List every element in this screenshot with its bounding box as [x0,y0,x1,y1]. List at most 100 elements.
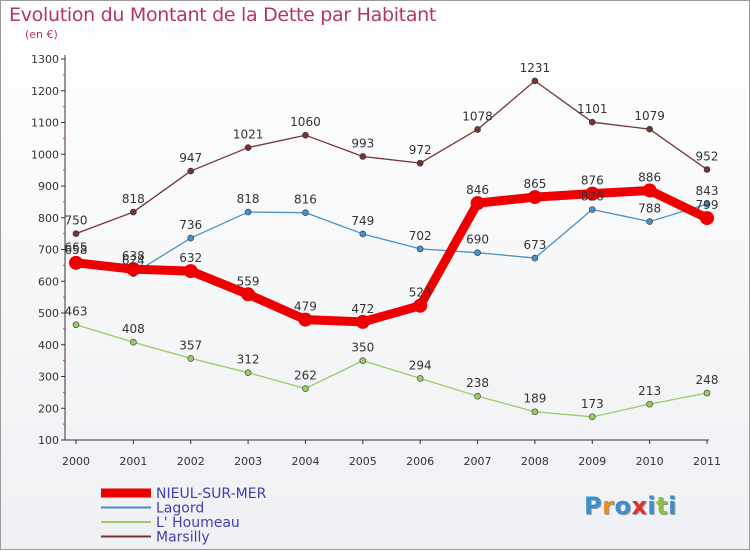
data-point [588,206,596,213]
logo-letter: o [614,492,632,520]
legend-label: Lagord [156,501,204,517]
y-tick-label: 400 [38,339,59,352]
data-point [588,118,596,126]
data-point [646,400,653,408]
data-label: 559 [237,274,260,288]
data-label: 1078 [462,109,493,123]
data-point [302,385,309,392]
data-label: 294 [409,358,432,372]
data-point [531,77,539,85]
data-point [126,262,141,277]
data-label: 972 [409,143,432,157]
y-tick-label: 100 [38,434,59,447]
data-point [244,369,252,376]
data-point [474,249,481,256]
data-point [703,200,711,208]
series-line-marsilly [75,80,708,235]
data-label: 665 [65,241,88,255]
data-label: 350 [351,341,374,355]
y-tick-label: 200 [38,402,59,415]
data-label: 673 [523,238,546,252]
logo-letter: t [656,492,669,520]
data-label: 846 [466,183,489,197]
logo-letter: x [631,492,648,520]
data-label: 262 [294,369,317,383]
y-tick-label: 600 [38,275,59,288]
data-label: 750 [65,214,88,228]
data-label: 357 [179,338,202,352]
logo-letter: i [668,492,677,520]
data-point [72,230,80,237]
data-label: 702 [409,229,432,243]
data-point [585,186,600,201]
data-point [470,196,485,211]
data-label: 472 [351,302,374,316]
y-tick-label: 1200 [31,85,59,98]
data-point [355,314,370,329]
x-tick-label: 2006 [406,455,434,468]
legend-label: NIEUL-SUR-MER [156,486,267,502]
data-point [416,375,424,382]
data-point [359,357,367,364]
data-point [646,125,653,133]
data-point [130,208,137,216]
proxiti-logo: Proxiti [584,492,677,520]
data-point [588,413,596,421]
data-point [474,392,481,400]
y-tick-label: 900 [38,180,59,193]
data-label: 818 [237,192,260,206]
data-label: 749 [351,214,374,228]
data-point [302,209,309,216]
data-label: 1060 [290,115,321,129]
data-point [183,264,198,279]
x-tick-label: 2000 [62,455,90,468]
data-point [69,255,83,270]
data-label: 189 [523,392,546,406]
data-label: 736 [179,218,202,232]
x-tick-label: 2001 [119,455,147,468]
chart-title: Evolution du Montant de la Dette par Hab… [9,4,437,26]
data-point [642,183,657,198]
data-label: 799 [696,198,719,212]
x-tick-label: 2003 [234,455,262,468]
x-tick-label: 2002 [177,455,205,468]
data-label: 952 [696,149,719,163]
data-point [416,245,424,253]
data-point [527,190,542,205]
data-label: 1101 [577,102,608,116]
x-tick-label: 2011 [693,455,721,468]
data-label: 638 [122,249,145,263]
data-label: 624 [122,254,145,268]
y-tick-label: 300 [38,371,59,384]
x-tick-label: 2005 [349,455,377,468]
data-label: 788 [638,202,661,216]
y-tick-label: 800 [38,212,59,225]
data-point [703,166,711,173]
legend-label: Marsilly [156,530,210,546]
data-label: 886 [638,170,661,184]
data-label: 173 [581,397,604,411]
data-point [646,218,653,225]
logo-letter: r [602,492,615,520]
x-tick-label: 2009 [578,455,606,468]
data-point [244,144,252,151]
series-line-lagord [75,203,708,275]
data-point [531,254,539,262]
series-line-nieul-sur-mer [71,185,712,327]
data-label: 1079 [634,109,665,123]
data-label: 876 [581,174,604,188]
data-label: 865 [523,177,546,191]
data-point [703,389,711,397]
data-label: 463 [65,305,88,319]
data-point [241,287,256,302]
data-point [187,167,195,175]
data-label: 408 [122,322,145,336]
logo-letter: P [584,492,603,520]
y-tick-label: 500 [38,307,59,320]
data-point [187,355,195,362]
data-point [187,234,195,242]
data-point [413,298,428,313]
data-label: 826 [581,189,604,203]
data-label: 312 [237,353,260,367]
